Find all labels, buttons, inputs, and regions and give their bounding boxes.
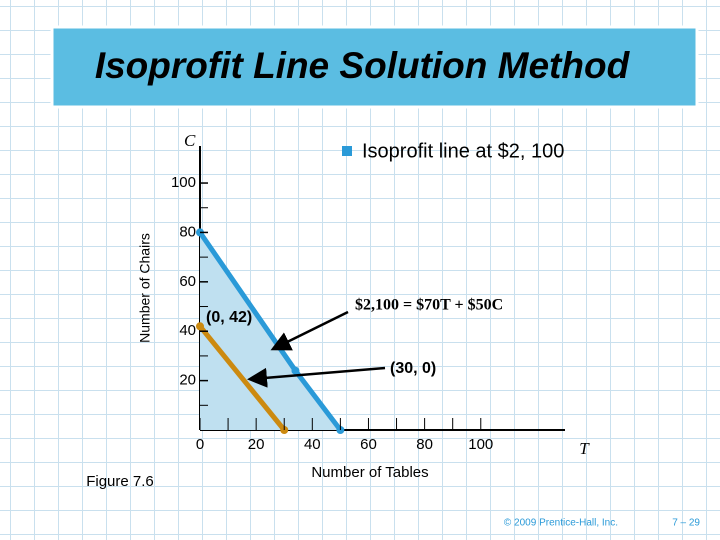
- x-axis-symbol: T: [579, 439, 590, 458]
- y-tick-label: 80: [179, 223, 196, 240]
- figure-label: Figure 7.6: [86, 473, 154, 490]
- y-tick-label: 100: [171, 174, 196, 191]
- arrow: [247, 366, 386, 388]
- annotation: (0, 42): [206, 309, 252, 326]
- corner-point: [291, 366, 300, 375]
- x-tick-label: 100: [468, 436, 493, 453]
- x-tick-label: 20: [248, 436, 265, 453]
- isoprofit-point: [196, 322, 204, 331]
- page-number: 7 – 29: [672, 518, 700, 529]
- x-tick-label: 40: [304, 436, 321, 453]
- y-axis-symbol: C: [184, 131, 196, 150]
- y-tick-label: 60: [179, 273, 196, 290]
- arrow: [270, 310, 349, 351]
- bullet-marker: [342, 146, 352, 156]
- x-tick-label: 80: [416, 436, 433, 453]
- annotation: $2,100 = $70T + $50C: [355, 297, 503, 314]
- title-box: [50, 25, 699, 109]
- annotation: (30, 0): [390, 360, 436, 377]
- plot: 20 40 60 80 100 0 20 40 60 80 100 C T Number of Table…: [137, 131, 591, 481]
- isoprofit-line: [198, 324, 287, 432]
- bullet-text: Isoprofit line at $2, 100: [362, 140, 564, 162]
- copyright: © 2009 Prentice-Hall, Inc.: [504, 518, 618, 529]
- x-axis-label: Number of Tables: [311, 464, 428, 481]
- y-axis-label: Number of Chairs: [137, 233, 153, 343]
- x-tick-label: 60: [360, 436, 377, 453]
- feasible-region: [200, 232, 341, 430]
- y-tick-label: 40: [179, 322, 196, 339]
- y-tick-label: 20: [179, 372, 196, 389]
- title: Isoprofit Line Solution Method: [95, 45, 631, 86]
- x-tick-label: 0: [196, 436, 204, 453]
